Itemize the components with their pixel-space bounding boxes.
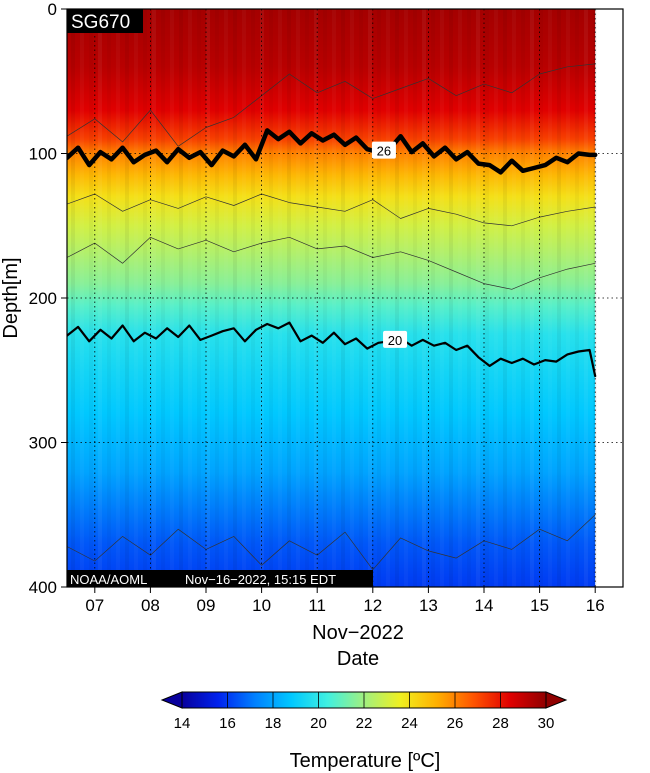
temperature-field	[67, 9, 596, 587]
colorbar-high-arrow	[545, 691, 568, 709]
isotherm-contours	[67, 63, 598, 571]
colorbar: 14 16 18 20 22 24 26 28 30	[160, 691, 568, 732]
footer-org: NOAA/AOML	[70, 572, 147, 587]
y-tick-label: 300	[29, 434, 57, 453]
isotherm-22	[67, 236, 596, 290]
x-tick-label: 13	[419, 596, 438, 615]
contour-label-20: 20	[388, 333, 402, 348]
x-tick-label: 12	[363, 596, 382, 615]
y-tick-label: 200	[29, 289, 57, 308]
colorbar-tick-label: 14	[174, 715, 191, 732]
contour-label-26: 26	[377, 144, 391, 159]
colorbar-tick-label: 30	[538, 715, 555, 732]
footer-bg	[67, 570, 373, 587]
isotherm-26	[67, 128, 598, 175]
isotherm-28	[67, 63, 596, 147]
x-tick-label: 08	[141, 596, 160, 615]
colorbar-tick-label: 26	[447, 715, 464, 732]
glider-badge: SG670	[71, 12, 130, 33]
x-axis-ticks: 07 08 09 10 11 12 13 14 15 16	[85, 587, 605, 615]
colorbar-tick-label: 24	[401, 715, 418, 732]
x-tick-label: 07	[85, 596, 104, 615]
colorbar-tick-label: 16	[219, 715, 236, 732]
isotherm-24	[67, 193, 596, 227]
colorbar-tick-label: 18	[265, 715, 282, 732]
colorbar-title: Temperature [ºC]	[290, 750, 441, 772]
y-axis-title: Depth[m]	[0, 257, 22, 338]
contour-label-bg-20	[383, 330, 408, 348]
x-tick-label: 16	[586, 596, 605, 615]
colorbar-low-arrow	[160, 691, 183, 709]
x-tick-label: 10	[252, 596, 271, 615]
y-tick-label: 0	[48, 0, 57, 19]
colorbar-tick-label: 22	[356, 715, 373, 732]
y-tick-label: 100	[29, 145, 57, 164]
x-tick-label: 11	[308, 596, 326, 615]
y-axis-ticks: 0 100 200 300 400	[29, 0, 67, 597]
contour-label-bg-26	[371, 141, 396, 159]
x-tick-label: 09	[197, 596, 216, 615]
grid-lines	[67, 9, 623, 587]
x-axis-month: Nov−2022	[312, 622, 404, 644]
isotherm-16	[67, 514, 596, 571]
x-tick-label: 15	[530, 596, 549, 615]
colorbar-tick-label: 28	[492, 715, 509, 732]
contour-labels: 26 20	[371, 141, 408, 348]
x-axis-title: Date	[337, 648, 379, 670]
footer-timestamp: Nov−16−2022, 15:15 EDT	[185, 572, 336, 587]
glider-badge-bg	[67, 9, 143, 33]
x-tick-label: 14	[475, 596, 494, 615]
colorbar-tick-label: 20	[310, 715, 327, 732]
isotherm-20	[67, 321, 597, 378]
y-tick-label: 400	[29, 578, 57, 597]
